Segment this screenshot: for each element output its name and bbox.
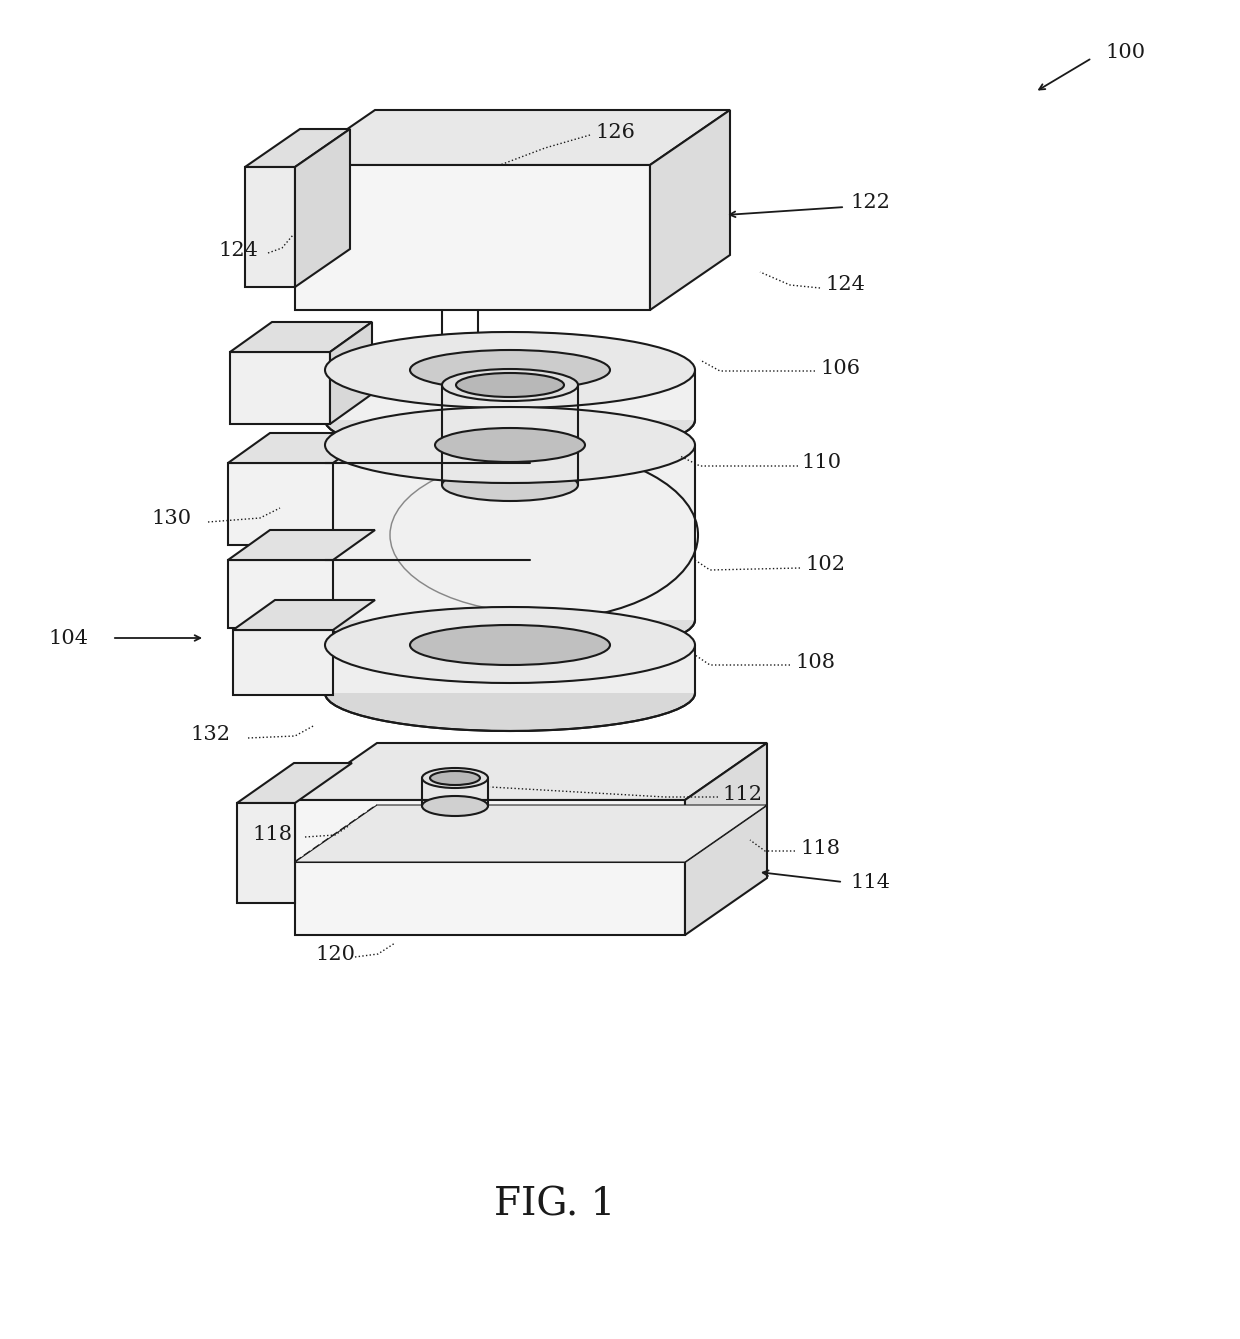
Polygon shape bbox=[246, 129, 350, 167]
Polygon shape bbox=[330, 321, 372, 424]
Text: 104: 104 bbox=[48, 628, 88, 648]
Text: FIG. 1: FIG. 1 bbox=[495, 1186, 615, 1224]
Text: 100: 100 bbox=[1105, 43, 1145, 62]
Polygon shape bbox=[228, 432, 374, 463]
Ellipse shape bbox=[325, 607, 694, 683]
Ellipse shape bbox=[325, 407, 694, 483]
Polygon shape bbox=[228, 463, 334, 545]
Text: 106: 106 bbox=[820, 359, 861, 378]
Ellipse shape bbox=[456, 374, 564, 396]
Text: 118: 118 bbox=[800, 838, 839, 857]
Text: 112: 112 bbox=[722, 786, 763, 805]
Text: 102: 102 bbox=[805, 556, 844, 574]
Ellipse shape bbox=[430, 771, 480, 785]
Ellipse shape bbox=[325, 382, 694, 458]
Text: 108: 108 bbox=[795, 652, 835, 671]
Polygon shape bbox=[237, 803, 295, 902]
Polygon shape bbox=[295, 743, 768, 799]
Ellipse shape bbox=[325, 332, 694, 408]
Polygon shape bbox=[246, 167, 295, 287]
Polygon shape bbox=[325, 370, 694, 420]
Text: 118: 118 bbox=[252, 826, 291, 845]
Polygon shape bbox=[295, 129, 350, 287]
Polygon shape bbox=[228, 530, 374, 560]
Ellipse shape bbox=[441, 469, 578, 501]
Text: 126: 126 bbox=[595, 122, 635, 142]
Text: 130: 130 bbox=[153, 509, 192, 528]
Polygon shape bbox=[295, 165, 650, 311]
Ellipse shape bbox=[325, 582, 694, 657]
Polygon shape bbox=[295, 799, 684, 935]
Text: 122: 122 bbox=[851, 193, 890, 212]
Ellipse shape bbox=[422, 769, 489, 787]
Polygon shape bbox=[233, 631, 334, 695]
Text: 132: 132 bbox=[190, 726, 229, 744]
Polygon shape bbox=[229, 321, 372, 352]
Polygon shape bbox=[650, 110, 730, 311]
Ellipse shape bbox=[325, 655, 694, 731]
Ellipse shape bbox=[441, 370, 578, 400]
Ellipse shape bbox=[435, 428, 585, 462]
Polygon shape bbox=[233, 600, 374, 631]
Ellipse shape bbox=[410, 625, 610, 665]
Polygon shape bbox=[325, 445, 694, 620]
Polygon shape bbox=[229, 352, 330, 424]
Text: 120: 120 bbox=[315, 945, 355, 964]
Polygon shape bbox=[295, 805, 768, 862]
Polygon shape bbox=[228, 560, 334, 628]
Polygon shape bbox=[237, 763, 352, 803]
Text: 114: 114 bbox=[849, 873, 890, 892]
Polygon shape bbox=[325, 645, 694, 694]
Text: 124: 124 bbox=[825, 276, 866, 295]
Polygon shape bbox=[295, 110, 730, 165]
Text: 110: 110 bbox=[802, 454, 842, 473]
Ellipse shape bbox=[422, 795, 489, 815]
Ellipse shape bbox=[410, 349, 610, 390]
Text: 124: 124 bbox=[218, 241, 258, 260]
Polygon shape bbox=[684, 743, 768, 935]
